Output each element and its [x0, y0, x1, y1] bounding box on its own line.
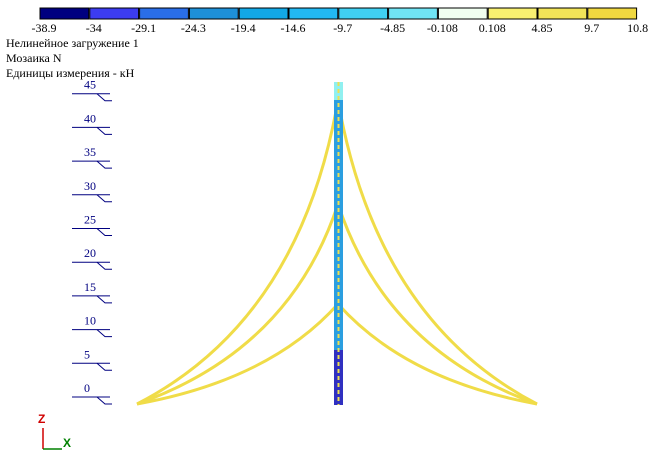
cables: [136, 99, 538, 406]
mast: [334, 82, 343, 405]
level-arrow: [96, 295, 112, 304]
legend-cell: [89, 7, 140, 20]
legend-label: -4.85: [380, 21, 405, 35]
info-line: Единицы измерения - кН: [6, 66, 135, 80]
legend-label: -19.4: [231, 21, 256, 35]
level-label: 5: [84, 347, 90, 361]
level-arrow: [96, 127, 112, 135]
level-arrow: [96, 93, 112, 102]
level-label: 0: [84, 381, 90, 395]
legend-cell: [437, 7, 488, 20]
level-arrow: [96, 362, 112, 371]
info-line: Нелинейное загружение 1: [6, 36, 139, 50]
legend-label: -29.1: [131, 21, 156, 35]
legend-cell: [537, 7, 588, 20]
cable: [136, 302, 340, 406]
level-label: 40: [84, 111, 96, 125]
legend-label: -34: [86, 21, 102, 35]
level-label: 35: [84, 145, 96, 159]
level-label: 25: [84, 213, 96, 227]
legend-cell: [487, 7, 538, 20]
legend-label: -0.108: [427, 21, 458, 35]
level-arrow: [96, 329, 112, 338]
x-label: X: [63, 436, 71, 450]
cable: [336, 302, 538, 406]
axes-icon: Z X: [38, 412, 71, 450]
level-label: 15: [84, 280, 96, 294]
info-line: Мозаика N: [6, 51, 62, 65]
legend-label: 4.85: [532, 21, 553, 35]
legend-label: 0.108: [479, 21, 506, 35]
legend-cell: [338, 7, 389, 20]
cable: [136, 99, 340, 406]
legend-label: 10.8: [627, 21, 648, 35]
info: Нелинейное загружение 1 Мозаика N Единиц…: [6, 36, 139, 80]
legend-cell: [39, 7, 90, 20]
legend-label: -9.7: [333, 21, 352, 35]
legend-cell: [188, 7, 239, 20]
legend-cell: [288, 7, 339, 20]
level-arrow: [96, 194, 112, 203]
cable: [336, 203, 538, 406]
level-label: 10: [84, 314, 96, 328]
legend-label: -14.6: [281, 21, 306, 35]
legend-cell: [388, 7, 438, 20]
legend-label: -38.9: [32, 21, 57, 35]
legend-cell: [139, 7, 189, 20]
z-label: Z: [38, 412, 45, 426]
level-arrow: [96, 396, 112, 405]
level-label: 30: [84, 179, 96, 193]
level-label: 20: [84, 246, 96, 260]
legend-cell: [587, 7, 638, 20]
level-arrow: [96, 160, 112, 169]
cable: [336, 99, 538, 406]
level-arrow: [96, 261, 112, 270]
legend-cell: [238, 7, 289, 20]
legend-label: 9.7: [584, 21, 599, 35]
level-label: 45: [84, 78, 96, 92]
legend-label: -24.3: [181, 21, 206, 35]
cable: [136, 203, 340, 406]
level-arrow: [96, 228, 112, 236]
